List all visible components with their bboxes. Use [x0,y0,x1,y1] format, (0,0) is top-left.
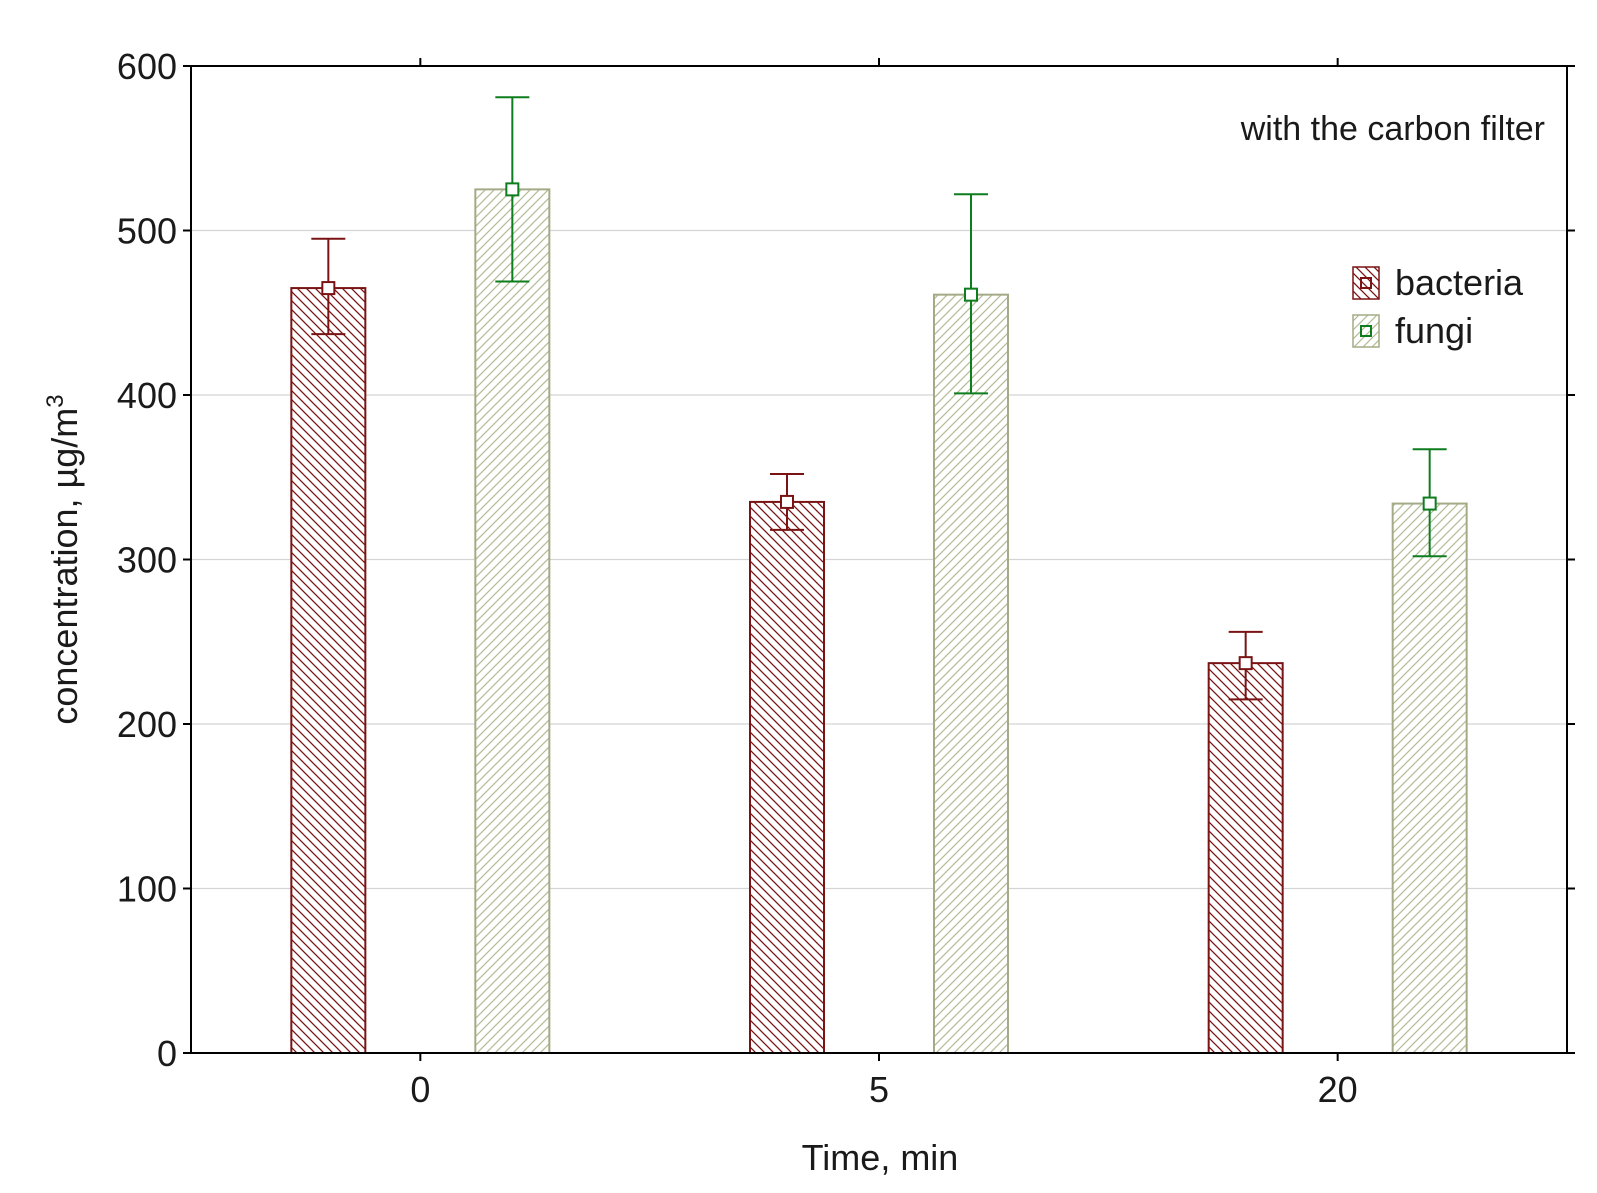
legend: bacteria fungi [1352,262,1524,351]
x-tick-label-0: 0 [410,1069,430,1110]
x-tick-label-20: 20 [1318,1069,1358,1110]
y-tick-label-200: 200 [117,704,177,745]
error-bars [311,96,1447,701]
bar-bacteria-5 [749,500,825,1054]
mean-marker-fungi-20 [1422,496,1437,511]
x-axis-title: Time, min [802,1137,959,1178]
legend-label-bacteria: bacteria [1395,262,1524,303]
y-axis-title-main: concentration, µg/m [44,408,85,725]
y-tick-label-500: 500 [117,211,177,252]
legend-swatch-fungi [1352,314,1380,348]
bar-fungi-0 [474,188,551,1054]
mean-marker-bacteria-20 [1238,656,1253,671]
legend-marker-bacteria [1360,277,1372,289]
y-tick-label-400: 400 [117,375,177,416]
y-axis-title-group: concentration, µg/m3 [42,394,85,724]
mean-marker-fungi-5 [964,287,978,302]
bars [290,188,1468,1054]
mean-marker-bacteria-0 [321,281,336,296]
bar-fungi-20 [1391,502,1468,1054]
y-tick-label-0: 0 [157,1033,177,1074]
bar-fungi-5 [933,293,1009,1054]
legend-swatch-bacteria [1352,266,1380,300]
bar-bacteria-0 [290,287,367,1054]
y-tick-label-600: 600 [117,46,177,87]
legend-marker-fungi [1360,325,1372,337]
x-axis: 0 5 20 [410,58,1358,1110]
annotation-text: with the carbon filter [1240,110,1545,148]
x-tick-label-5: 5 [869,1069,889,1110]
bar-bacteria-20 [1207,662,1284,1054]
y-axis-title: concentration, µg/m3 [42,394,85,724]
mean-marker-bacteria-5 [780,494,794,509]
y-tick-label-300: 300 [117,540,177,581]
y-tick-label-100: 100 [117,869,177,910]
y-axis-title-superscript: 3 [42,394,69,407]
y-axis: 0 100 200 300 400 500 600 [117,46,1575,1074]
legend-label-fungi: fungi [1395,310,1473,351]
gridlines [191,229,1567,890]
mean-marker-fungi-0 [505,182,520,197]
